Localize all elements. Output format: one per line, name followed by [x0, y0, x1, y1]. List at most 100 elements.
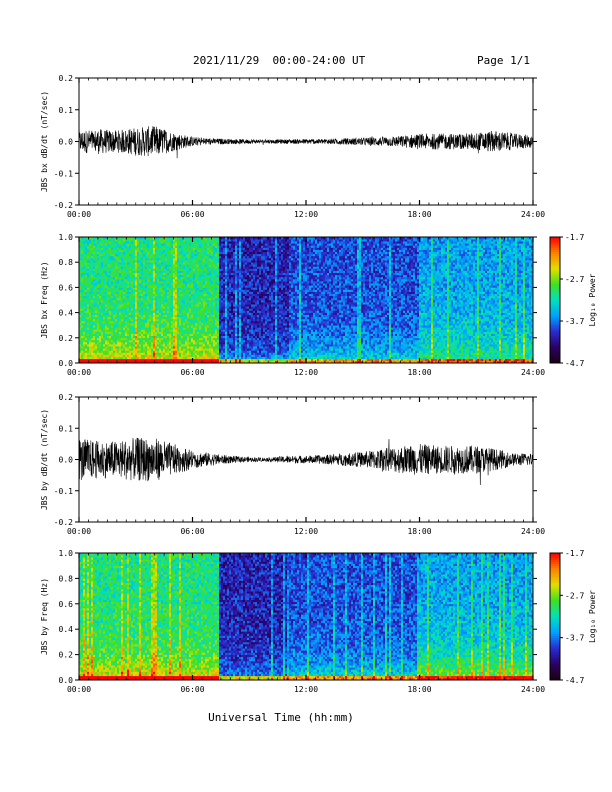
spectrogram-cell	[81, 252, 83, 254]
spectrogram-cell	[233, 248, 235, 250]
spectrogram-cell	[111, 342, 113, 344]
spectrogram-cell	[207, 340, 209, 342]
spectrogram-cell	[103, 355, 105, 357]
spectrogram-cell	[191, 250, 193, 252]
spectrogram-cell	[223, 334, 225, 336]
spectrogram-cell	[185, 323, 187, 325]
spectrogram-cell	[81, 277, 83, 279]
spectrogram-cell	[109, 321, 111, 323]
spectrogram-cell	[117, 338, 119, 340]
spectrogram-cell	[125, 315, 127, 317]
spectrogram-cell	[137, 350, 139, 352]
spectrogram-cell	[237, 266, 239, 268]
spectrogram-cell	[97, 323, 99, 325]
spectrogram-cell	[237, 325, 239, 327]
spectrogram-cell	[149, 325, 151, 327]
spectrogram-cell	[219, 260, 221, 262]
spectrogram-cell	[223, 266, 225, 268]
spectrogram-cell	[237, 256, 239, 258]
spectrogram-cell	[237, 338, 239, 340]
spectrogram-cell	[219, 241, 221, 243]
spectrogram-cell	[99, 319, 101, 321]
spectrogram-cell	[231, 245, 233, 247]
spectrogram-cell	[105, 256, 107, 258]
spectrogram-cell	[129, 302, 131, 304]
spectrogram-cell	[149, 243, 151, 245]
spectrogram-cell	[177, 245, 179, 247]
spectrogram-cell	[107, 294, 109, 296]
spectrogram-cell	[119, 336, 121, 338]
spectrogram-cell	[93, 302, 95, 304]
spectrogram-cell	[197, 332, 199, 334]
spectrogram-cell	[197, 344, 199, 346]
spectrogram-cell	[159, 260, 161, 262]
spectrogram-cell	[173, 350, 175, 352]
spectrogram-cell	[83, 348, 85, 350]
spectrogram-cell	[187, 283, 189, 285]
spectrogram-cell	[105, 321, 107, 323]
spectrogram-cell	[183, 319, 185, 321]
spectrogram-cell	[147, 241, 149, 243]
spectrogram-cell	[231, 319, 233, 321]
spectrogram-cell	[163, 294, 165, 296]
spectrogram-cell	[205, 304, 207, 306]
spectrogram-cell	[165, 342, 167, 344]
spectrogram-cell	[201, 262, 203, 264]
spectrogram-cell	[169, 340, 171, 342]
spectrogram-cell	[111, 325, 113, 327]
spectrogram-cell	[193, 304, 195, 306]
spectrogram-cell	[139, 336, 141, 338]
spectrogram-cell	[183, 258, 185, 260]
spectrogram-cell	[121, 332, 123, 334]
spectrogram-cell	[215, 264, 217, 266]
spectrogram-cell	[99, 300, 101, 302]
spectrogram-cell	[121, 256, 123, 258]
spectrogram-cell	[239, 243, 241, 245]
spectrogram-cell	[179, 329, 181, 331]
spectrogram-cell	[129, 252, 131, 254]
spectrogram-cell	[231, 302, 233, 304]
spectrogram-cell	[151, 329, 153, 331]
spectrogram-cell	[113, 262, 115, 264]
spectrogram-cell	[223, 260, 225, 262]
spectrogram-cell	[135, 300, 137, 302]
spectrogram-cell	[129, 254, 131, 256]
spectrogram-cell	[117, 271, 119, 273]
spectrogram-cell	[169, 252, 171, 254]
spectrogram-cell	[175, 252, 177, 254]
spectrogram-cell	[227, 287, 229, 289]
spectrogram-cell	[195, 241, 197, 243]
spectrogram-cell	[231, 256, 233, 258]
spectrogram-cell	[115, 258, 117, 260]
spectrogram-cell	[197, 283, 199, 285]
spectrogram-cell	[195, 248, 197, 250]
spectrogram-cell	[151, 344, 153, 346]
spectrogram-cell	[165, 348, 167, 350]
spectrogram-cell	[91, 256, 93, 258]
spectrogram-cell	[121, 359, 123, 361]
spectrogram-cell	[169, 271, 171, 273]
spectrogram-cell	[159, 281, 161, 283]
spectrogram-cell	[175, 287, 177, 289]
spectrogram-cell	[237, 279, 239, 281]
spectrogram-cell	[101, 348, 103, 350]
spectrogram-cell	[109, 264, 111, 266]
spectrogram-cell	[167, 296, 169, 298]
spectrogram-cell	[203, 357, 205, 359]
spectrogram-cell	[159, 292, 161, 294]
spectrogram-cell	[201, 258, 203, 260]
spectrogram-cell	[87, 258, 89, 260]
spectrogram-cell	[159, 248, 161, 250]
spectrogram-cell	[105, 250, 107, 252]
spectrogram-cell	[135, 241, 137, 243]
spectrogram-cell	[149, 290, 151, 292]
spectrogram-cell	[181, 342, 183, 344]
spectrogram-cell	[235, 252, 237, 254]
spectrogram-cell	[101, 342, 103, 344]
spectrogram-cell	[195, 332, 197, 334]
spectrogram-cell	[89, 340, 91, 342]
spectrogram-cell	[87, 243, 89, 245]
spectrogram-cell	[153, 342, 155, 344]
spectrogram-cell	[213, 275, 215, 277]
spectrogram-cell	[107, 271, 109, 273]
